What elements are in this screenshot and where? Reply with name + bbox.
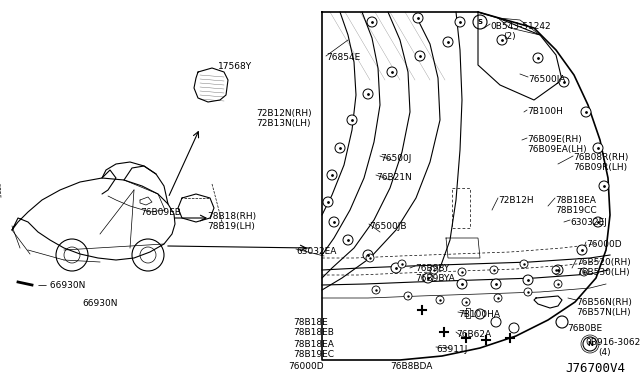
Circle shape bbox=[366, 254, 374, 262]
Circle shape bbox=[398, 260, 406, 268]
Text: 76500JB: 76500JB bbox=[369, 222, 406, 231]
Circle shape bbox=[443, 37, 453, 47]
Circle shape bbox=[494, 294, 502, 302]
Text: — 66930N: — 66930N bbox=[38, 280, 85, 289]
Text: N: N bbox=[587, 341, 593, 347]
Circle shape bbox=[458, 268, 466, 276]
Text: 76B56N(RH): 76B56N(RH) bbox=[576, 298, 632, 307]
Text: 17568Y: 17568Y bbox=[218, 62, 252, 71]
Text: 78B19(LH): 78B19(LH) bbox=[207, 222, 255, 231]
Text: 78B18EB: 78B18EB bbox=[293, 328, 334, 337]
Circle shape bbox=[367, 17, 377, 27]
Circle shape bbox=[387, 67, 397, 77]
Circle shape bbox=[415, 51, 425, 61]
Circle shape bbox=[335, 143, 345, 153]
Text: 76500JA: 76500JA bbox=[528, 75, 565, 84]
Text: 78B19CC: 78B19CC bbox=[555, 206, 596, 215]
Circle shape bbox=[363, 250, 373, 260]
Circle shape bbox=[553, 265, 563, 275]
Circle shape bbox=[327, 170, 337, 180]
Text: 78B18EA: 78B18EA bbox=[293, 340, 334, 349]
Circle shape bbox=[436, 296, 444, 304]
Circle shape bbox=[593, 217, 603, 227]
Circle shape bbox=[520, 260, 528, 268]
Text: 0B916-3062A: 0B916-3062A bbox=[585, 338, 640, 347]
Circle shape bbox=[523, 275, 533, 285]
Circle shape bbox=[455, 17, 465, 27]
Circle shape bbox=[593, 143, 603, 153]
Text: 72B12H: 72B12H bbox=[498, 196, 534, 205]
Text: 78B18(RH): 78B18(RH) bbox=[207, 212, 256, 221]
Text: (2): (2) bbox=[503, 32, 516, 41]
Text: 76B530(LH): 76B530(LH) bbox=[576, 268, 630, 277]
Text: 78B18EA: 78B18EA bbox=[555, 196, 596, 205]
Text: 76500J: 76500J bbox=[380, 154, 412, 163]
Circle shape bbox=[491, 279, 501, 289]
Circle shape bbox=[599, 181, 609, 191]
Text: 63032EJ: 63032EJ bbox=[570, 218, 607, 227]
Circle shape bbox=[497, 35, 507, 45]
Circle shape bbox=[554, 280, 562, 288]
Text: S: S bbox=[477, 19, 483, 25]
Circle shape bbox=[391, 263, 401, 273]
Text: (4): (4) bbox=[598, 348, 611, 357]
Text: 76B0BE: 76B0BE bbox=[567, 324, 602, 333]
Text: 76B8BDA: 76B8BDA bbox=[390, 362, 433, 371]
Text: 76854E: 76854E bbox=[326, 53, 360, 62]
Text: 76000D: 76000D bbox=[288, 362, 324, 371]
Circle shape bbox=[559, 77, 569, 87]
Circle shape bbox=[329, 217, 339, 227]
Circle shape bbox=[413, 13, 423, 23]
Text: 72B12N(RH): 72B12N(RH) bbox=[256, 109, 312, 118]
Text: 76B09E(RH): 76B09E(RH) bbox=[527, 135, 582, 144]
Text: 76B21N: 76B21N bbox=[376, 173, 412, 182]
Text: 76B9BY: 76B9BY bbox=[415, 264, 449, 273]
Circle shape bbox=[323, 197, 333, 207]
Circle shape bbox=[372, 286, 380, 294]
Text: 76B08R(RH): 76B08R(RH) bbox=[573, 153, 628, 162]
Circle shape bbox=[363, 89, 373, 99]
Text: 76B520(RH): 76B520(RH) bbox=[576, 258, 631, 267]
Circle shape bbox=[347, 115, 357, 125]
Text: 78B18E: 78B18E bbox=[293, 318, 328, 327]
Text: 76B62A: 76B62A bbox=[456, 330, 491, 339]
Text: 72B13N(LH): 72B13N(LH) bbox=[256, 119, 310, 128]
Text: 76B09R(LH): 76B09R(LH) bbox=[573, 163, 627, 172]
Text: 66930N: 66930N bbox=[82, 299, 118, 308]
Circle shape bbox=[430, 266, 438, 274]
Circle shape bbox=[533, 53, 543, 63]
Circle shape bbox=[580, 268, 588, 276]
Circle shape bbox=[552, 266, 560, 274]
Text: J76700V4: J76700V4 bbox=[565, 362, 625, 372]
Circle shape bbox=[490, 266, 498, 274]
Circle shape bbox=[404, 292, 412, 300]
Text: 76B57N(LH): 76B57N(LH) bbox=[576, 308, 630, 317]
Circle shape bbox=[524, 288, 532, 296]
Text: 76B09EA(LH): 76B09EA(LH) bbox=[527, 145, 587, 154]
Circle shape bbox=[581, 107, 591, 117]
Text: 7B100H: 7B100H bbox=[527, 107, 563, 116]
Text: 63911J: 63911J bbox=[436, 345, 467, 354]
Circle shape bbox=[462, 298, 470, 306]
Text: 0B543-51242: 0B543-51242 bbox=[490, 22, 550, 31]
Text: 63032EA: 63032EA bbox=[296, 247, 337, 256]
Text: 76B9BYA: 76B9BYA bbox=[415, 274, 455, 283]
Circle shape bbox=[423, 273, 433, 283]
Text: 76B09EB: 76B09EB bbox=[140, 208, 181, 217]
Circle shape bbox=[343, 235, 353, 245]
Circle shape bbox=[577, 245, 587, 255]
Text: 78B19EC: 78B19EC bbox=[293, 350, 334, 359]
Text: 76000D: 76000D bbox=[586, 240, 621, 249]
Text: 7B100HA: 7B100HA bbox=[458, 310, 500, 319]
Circle shape bbox=[457, 279, 467, 289]
